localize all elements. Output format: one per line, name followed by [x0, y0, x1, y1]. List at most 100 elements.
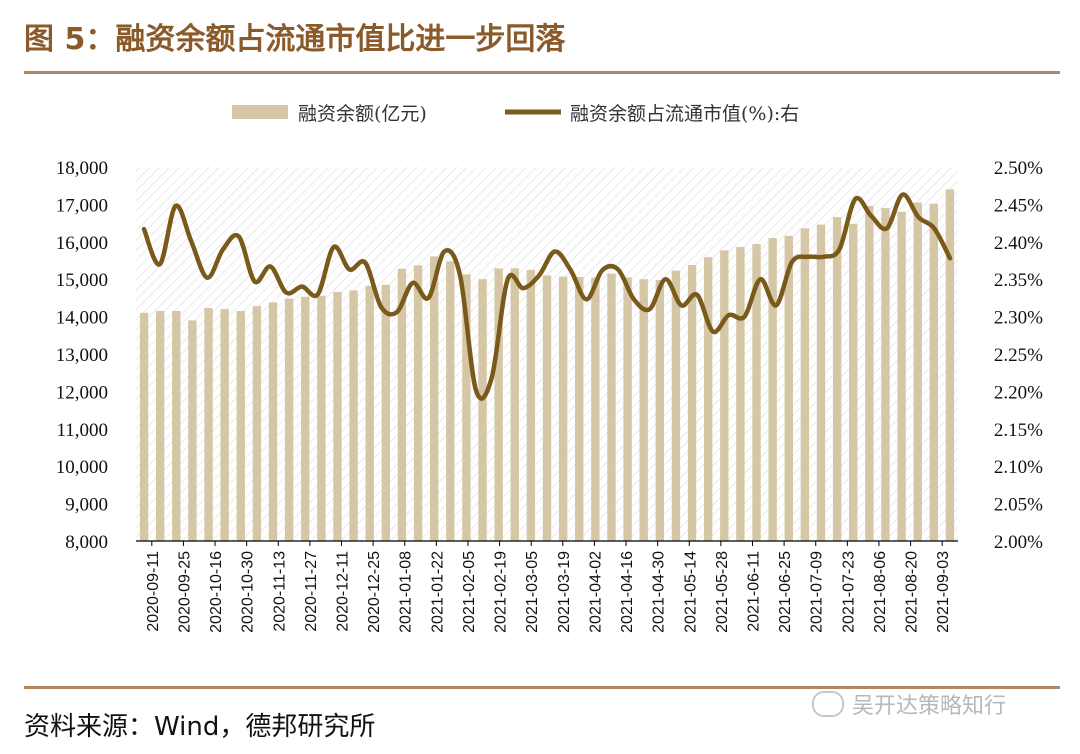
legend-label-line: 融资余额占流通市值(%):右	[570, 103, 799, 125]
bar	[365, 285, 374, 541]
y-left-tick-label: 16,000	[56, 233, 108, 254]
bar	[139, 312, 149, 541]
figure-title: 图 5：融资余额占流通市值比进一步回落	[24, 22, 566, 57]
bar	[349, 290, 358, 541]
legend-label-bar: 融资余额(亿元)	[298, 103, 427, 125]
bar	[945, 189, 955, 541]
x-tick-label: 2021-04-02	[587, 551, 604, 633]
bar	[703, 257, 713, 541]
x-tick-label: 2020-09-11	[145, 551, 162, 632]
bar	[172, 310, 181, 541]
y-right-tick-label: 2.30%	[994, 308, 1043, 329]
bar	[284, 298, 294, 541]
y-right-tick-label: 2.05%	[994, 495, 1043, 516]
bar	[494, 268, 503, 541]
y-right-tick-label: 2.15%	[994, 420, 1043, 441]
y-right-tick-label: 2.25%	[994, 345, 1043, 366]
bar	[929, 203, 939, 542]
x-tick-label: 2021-03-05	[524, 551, 541, 633]
bar	[204, 307, 213, 541]
bar	[236, 310, 245, 541]
bar	[381, 284, 391, 541]
bar	[155, 310, 165, 541]
top-rule	[24, 71, 1060, 74]
bar	[849, 223, 858, 541]
y-left-tick-label: 9,000	[65, 495, 108, 516]
y-right-tick-label: 2.40%	[994, 233, 1043, 254]
watermark: 吴开达策略知行	[812, 688, 1006, 720]
y-left-tick-label: 13,000	[56, 345, 108, 366]
y-left-tick-label: 14,000	[56, 308, 108, 329]
bar	[913, 202, 922, 541]
bar	[526, 269, 536, 541]
y-left-tick-label: 12,000	[56, 382, 108, 403]
bar	[510, 268, 519, 541]
y-left-tick-label: 18,000	[56, 158, 108, 179]
line-series	[141, 192, 953, 401]
x-tick-label: 2021-04-30	[651, 551, 668, 633]
bar	[784, 235, 793, 542]
y-right-tick-label: 2.45%	[994, 195, 1043, 216]
legend: 融资余额(亿元) 融资余额占流通市值(%):右	[232, 103, 799, 125]
bar	[542, 275, 552, 541]
y-right-tick-label: 2.10%	[994, 457, 1043, 478]
financing-balance-chart: 融资余额(亿元) 融资余额占流通市值(%):右 8,000 9,000 10,000 1…	[56, 103, 1043, 633]
bar	[575, 276, 584, 541]
x-tick-label: 2021-09-03	[935, 551, 952, 633]
bar	[333, 291, 342, 541]
y-right-tick-label: 2.00%	[994, 532, 1043, 553]
x-tick-label: 2021-02-19	[493, 551, 510, 633]
x-tick-label: 2021-03-19	[556, 551, 573, 633]
bottom-rule	[24, 686, 1060, 689]
y-left-tick-label: 8,000	[65, 532, 108, 553]
y-right-tick-label: 2.50%	[994, 158, 1043, 179]
bar	[897, 211, 906, 541]
x-tick-label: 2021-04-16	[619, 551, 636, 633]
x-tick-label: 2021-05-14	[682, 551, 699, 633]
bar	[639, 279, 648, 541]
bar	[220, 309, 229, 541]
y-left-tick-label: 10,000	[56, 457, 108, 478]
x-tick-label: 2020-10-30	[240, 551, 257, 633]
bar	[591, 277, 600, 541]
x-tick-label: 2021-08-06	[872, 551, 889, 633]
bar	[478, 279, 487, 541]
x-tick-label: 2021-07-09	[809, 551, 826, 633]
bar	[768, 238, 777, 541]
bar	[687, 264, 697, 541]
bar	[268, 302, 278, 541]
y-axis-right: 2.00% 2.05% 2.10% 2.15% 2.20% 2.25% 2.30% 2.35%…	[994, 158, 1043, 553]
x-tick-label: 2021-06-25	[777, 551, 794, 633]
x-tick-label: 2020-09-25	[176, 551, 193, 633]
bar	[413, 265, 423, 541]
bar	[429, 256, 439, 541]
bar	[446, 261, 455, 541]
x-tick-label: 2021-02-05	[461, 551, 478, 633]
y-left-tick-label: 11,000	[56, 420, 108, 441]
y-left-tick-label: 17,000	[56, 195, 108, 216]
bar	[607, 273, 616, 541]
x-tick-label: 2020-11-13	[271, 551, 288, 632]
y-left-tick-label: 15,000	[56, 270, 108, 291]
wechat-icon	[812, 691, 844, 717]
bar	[720, 250, 729, 542]
watermark-text: 吴开达策略知行	[852, 694, 1007, 719]
x-axis-ticks: 2020-09-11 2020-09-25 2020-10-16 2020-10-30…	[145, 541, 952, 633]
x-tick-label: 2021-01-08	[398, 551, 415, 633]
x-tick-label: 2020-12-11	[335, 551, 352, 632]
source-note: 资料来源：Wind，德邦研究所	[24, 712, 376, 742]
bar	[655, 279, 665, 541]
y-right-tick-label: 2.35%	[994, 270, 1043, 291]
bar	[752, 244, 761, 541]
bar	[736, 247, 745, 541]
bar	[462, 274, 471, 541]
x-tick-label: 2020-10-16	[208, 551, 225, 633]
bar	[800, 228, 810, 541]
x-tick-label: 2021-07-23	[840, 551, 857, 633]
bar-series	[139, 189, 955, 542]
x-tick-label: 2020-12-25	[366, 551, 383, 633]
bar	[188, 320, 197, 541]
bar	[252, 306, 262, 541]
y-right-tick-label: 2.20%	[994, 382, 1043, 403]
bar	[317, 295, 326, 541]
